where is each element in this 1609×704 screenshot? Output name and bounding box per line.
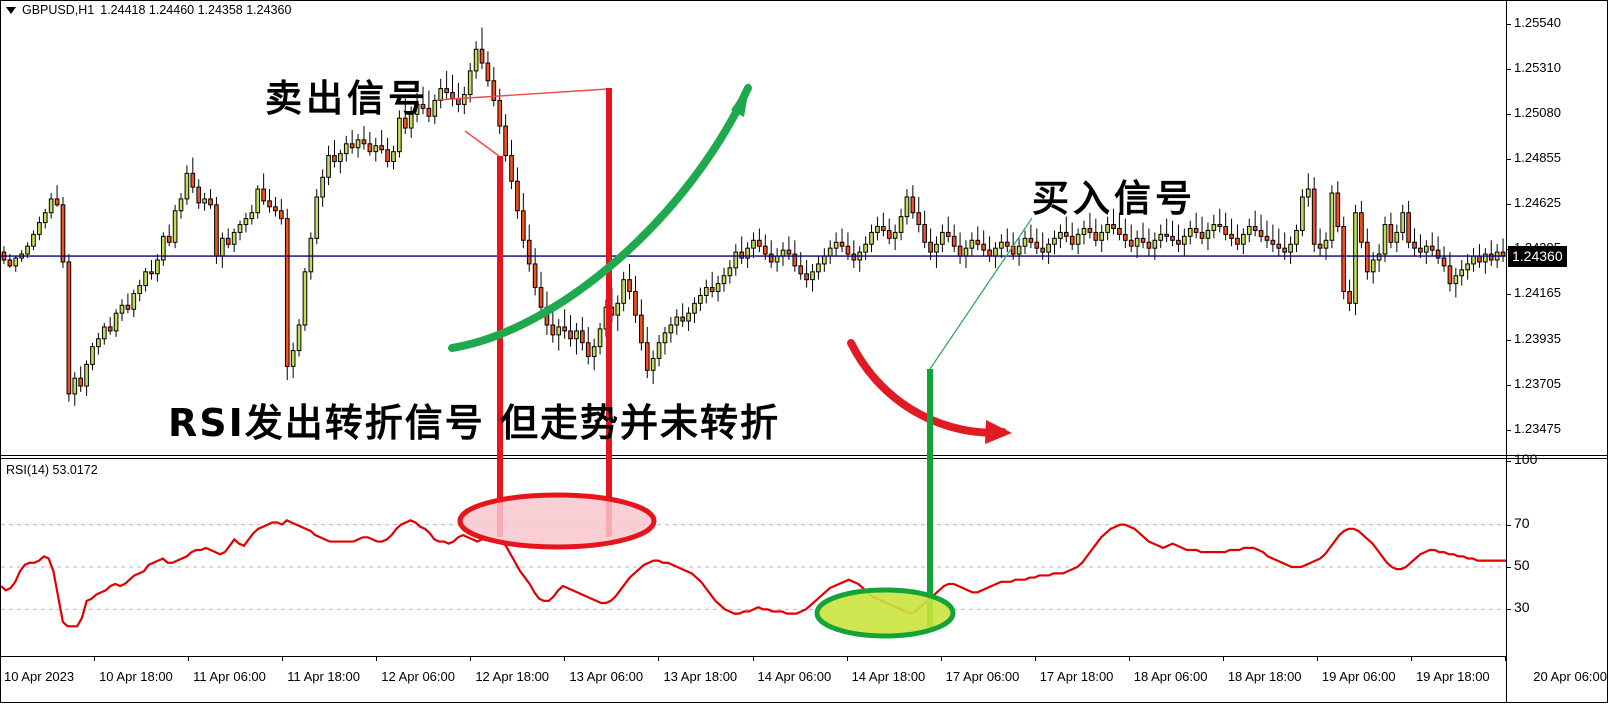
time-axis-label: 13 Apr 06:00	[569, 669, 644, 684]
price-tick	[1506, 339, 1511, 341]
price-axis-label: 1.23935	[1514, 330, 1561, 346]
symbol-label: GBPUSD,H1	[22, 3, 95, 17]
time-tick	[1410, 656, 1412, 661]
time-axis-label: 18 Apr 18:00	[1227, 669, 1302, 684]
price-tick	[1506, 23, 1511, 25]
sell-signal-annotation: 卖出信号	[265, 77, 429, 120]
time-tick	[752, 656, 754, 661]
rsi-axis-label: 70	[1514, 514, 1530, 531]
price-tick	[1506, 294, 1511, 296]
rsi-indicator-label: RSI(14) 53.0172	[6, 463, 98, 477]
price-axis-label: 1.25540	[1514, 14, 1561, 30]
rsi-tick	[1506, 609, 1511, 611]
time-axis-label: 11 Apr 06:00	[193, 669, 266, 684]
price-tick	[1506, 385, 1511, 387]
time-axis-label: 20 Apr 06:00	[1533, 669, 1607, 684]
time-tick	[94, 656, 96, 661]
time-tick	[470, 656, 472, 661]
time-axis-label: 14 Apr 06:00	[757, 669, 832, 684]
price-tick	[1506, 158, 1511, 160]
price-tick	[1506, 68, 1511, 70]
pane-divider-bottom	[1, 458, 1607, 459]
time-tick	[1034, 656, 1036, 661]
price-axis-label: 1.24625	[1514, 194, 1561, 210]
time-axis-label: 18 Apr 06:00	[1133, 669, 1208, 684]
buy-signal-annotation: 买入信号	[1032, 177, 1196, 220]
rsi-divergence-note: RSI发出转折信号 但走势并未转折	[168, 401, 780, 445]
time-axis-label: 19 Apr 06:00	[1321, 669, 1396, 684]
time-axis-label: 11 Apr 18:00	[287, 669, 360, 684]
time-axis-label: 10 Apr 18:00	[99, 669, 173, 684]
time-tick	[1128, 656, 1130, 661]
rsi-tick	[1506, 566, 1511, 568]
rsi-axis-label: 100	[1514, 451, 1538, 467]
time-axis-label: 12 Apr 18:00	[475, 669, 550, 684]
rsi-axis-label: 50	[1514, 556, 1530, 573]
price-axis-label: 1.24165	[1514, 285, 1561, 301]
symbol-header: GBPUSD,H1 1.24418 1.24460 1.24358 1.2436…	[6, 3, 291, 17]
price-tick	[1506, 114, 1511, 116]
triangle-down-icon[interactable]	[6, 6, 16, 14]
time-tick	[376, 656, 378, 661]
price-axis-label: 1.23475	[1514, 421, 1561, 437]
time-tick	[188, 656, 190, 661]
time-axis-label: 17 Apr 06:00	[945, 669, 1020, 684]
price-tick	[1506, 203, 1511, 205]
time-tick	[846, 656, 848, 661]
time-axis-label: 17 Apr 18:00	[1039, 669, 1114, 684]
time-axis-label: 13 Apr 18:00	[663, 669, 738, 684]
price-candles	[1, 27, 1506, 406]
x-axis-line	[1, 656, 1506, 657]
time-tick	[1505, 656, 1506, 661]
price-axis-label: 1.25080	[1514, 105, 1561, 121]
ohlc-values: 1.24418 1.24460 1.24358 1.24360	[100, 3, 292, 17]
rsi-tick	[1506, 461, 1511, 462]
rsi-line	[1, 519, 1506, 628]
price-axis-label: 1.24855	[1514, 149, 1561, 165]
pane-divider-top	[1, 455, 1607, 456]
price-axis-label: 1.25310	[1514, 59, 1561, 75]
y-axis-line	[1506, 1, 1507, 703]
price-pane	[1, 1, 1506, 453]
price-axis-label: 1.23705	[1514, 376, 1561, 392]
current-price-badge: 1.24360	[1508, 246, 1567, 268]
time-tick	[282, 656, 284, 661]
price-tick	[1506, 430, 1511, 432]
rsi-axis-label: 30	[1514, 599, 1530, 616]
time-axis-label: 12 Apr 06:00	[381, 669, 455, 684]
time-tick	[1222, 656, 1224, 661]
time-tick	[1316, 656, 1318, 661]
rsi-tick	[1506, 524, 1511, 526]
time-axis-label: 10 Apr 2023	[4, 669, 75, 684]
time-tick	[940, 656, 942, 661]
time-tick	[658, 656, 660, 661]
time-tick	[564, 656, 566, 661]
rsi-pane	[1, 461, 1506, 656]
time-axis-label: 14 Apr 18:00	[851, 669, 926, 684]
time-axis-label: 19 Apr 18:00	[1415, 669, 1490, 684]
